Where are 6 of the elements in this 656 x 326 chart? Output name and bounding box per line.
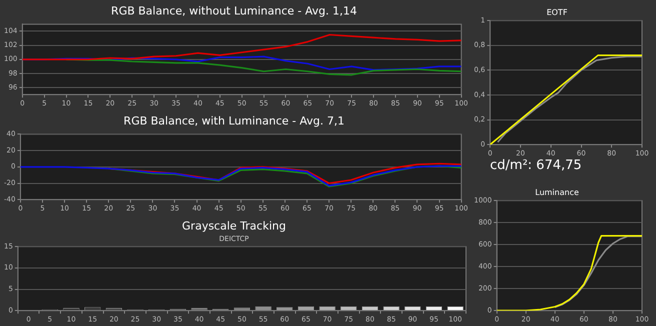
chart-title: Luminance [535, 188, 579, 197]
chart-title: RGB Balance, with Luminance - Avg. 7,1 [124, 114, 344, 128]
chart-title: RGB Balance, without Luminance - Avg. 1,14 [111, 4, 357, 18]
chart-title: EOTF [546, 8, 568, 17]
chart-title: Grayscale Tracking [182, 219, 286, 232]
text: cd/m²: 674,75 [490, 158, 583, 173]
